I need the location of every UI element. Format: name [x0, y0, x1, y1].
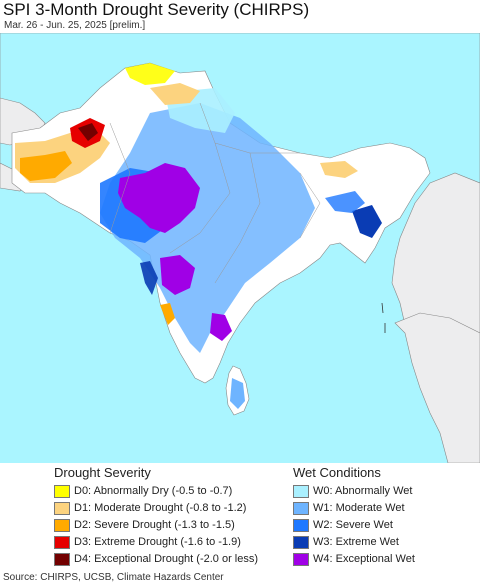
wet-w1-srilanka — [230, 378, 245, 409]
legend-wet-title: Wet Conditions — [293, 465, 381, 480]
drought-d2-southwest — [160, 303, 175, 325]
wet-w4-central — [118, 163, 200, 233]
legend-item-w4: W4: Exceptional Wet — [293, 551, 415, 567]
drought-d4-northwest — [78, 123, 98, 141]
wet-w4-east — [210, 313, 232, 341]
legend-label-w2: W2: Severe Wet — [313, 518, 393, 531]
legend-item-w0: W0: Abnormally Wet — [293, 483, 412, 499]
wet-w2-northeast — [325, 191, 365, 213]
map-title: SPI 3-Month Drought Severity (CHIRPS) — [3, 0, 310, 19]
wet-w4-deccan — [160, 255, 195, 295]
legend-swatch-d2 — [54, 518, 70, 532]
drought-d1-northeast — [320, 161, 358, 178]
wet-w3-bangladesh — [352, 205, 382, 238]
legend-item-d4: D4: Exceptional Drought (-2.0 or less) — [54, 551, 258, 567]
legend-label-w4: W4: Exceptional Wet — [313, 552, 415, 565]
legend-item-d2: D2: Severe Drought (-1.3 to -1.5) — [54, 517, 235, 533]
legend-swatch-w1 — [293, 501, 309, 515]
legend-swatch-w0 — [293, 484, 309, 498]
drought-d0-north — [125, 63, 175, 85]
source-credit: Source: CHIRPS, UCSB, Climate Hazards Ce… — [3, 572, 224, 583]
legend-label-d0: D0: Abnormally Dry (-0.5 to -0.7) — [74, 484, 233, 497]
legend-label-w1: W1: Moderate Wet — [313, 501, 405, 514]
legend-swatch-d4 — [54, 552, 70, 566]
legend-label-d3: D3: Extreme Drought (-1.6 to -1.9) — [74, 535, 241, 548]
wet-w1-central — [100, 103, 315, 353]
legend-label-w0: W0: Abnormally Wet — [313, 484, 413, 497]
legend-label-d4: D4: Exceptional Drought (-2.0 or less) — [74, 552, 259, 565]
legend-item-d0: D0: Abnormally Dry (-0.5 to -0.7) — [54, 483, 232, 499]
legend-swatch-d3 — [54, 535, 70, 549]
legend-item-w2: W2: Severe Wet — [293, 517, 393, 533]
legend-swatch-w3 — [293, 535, 309, 549]
drought-d2-west — [20, 151, 72, 181]
andaman-islands — [381, 302, 386, 333]
legend-item-d1: D1: Moderate Drought (-0.8 to -1.2) — [54, 500, 246, 516]
legend-swatch-w4 — [293, 552, 309, 566]
legend-swatch-w2 — [293, 518, 309, 532]
legend-item-w1: W1: Moderate Wet — [293, 500, 405, 516]
legend-item-w3: W3: Extreme Wet — [293, 534, 399, 550]
land-southeast — [394, 312, 480, 463]
legend-swatch-d0 — [54, 484, 70, 498]
legend-label-d2: D2: Severe Drought (-1.3 to -1.5) — [74, 518, 235, 531]
drought-d1-north — [150, 83, 200, 105]
internal-borders — [109, 102, 321, 284]
wet-w3-coast — [140, 261, 158, 295]
legend-label-d1: D1: Moderate Drought (-0.8 to -1.2) — [74, 501, 247, 514]
legend-label-w3: W3: Extreme Wet — [313, 535, 399, 548]
legend-swatch-d1 — [54, 501, 70, 515]
legend: Drought Severity D0: Abnormally Dry (-0.… — [0, 463, 480, 568]
drought-map — [0, 33, 480, 463]
legend-drought-title: Drought Severity — [54, 465, 151, 480]
legend-item-d3: D3: Extreme Drought (-1.6 to -1.9) — [54, 534, 241, 550]
map-subtitle: Mar. 26 - Jun. 25, 2025 [prelim.] — [4, 20, 146, 31]
